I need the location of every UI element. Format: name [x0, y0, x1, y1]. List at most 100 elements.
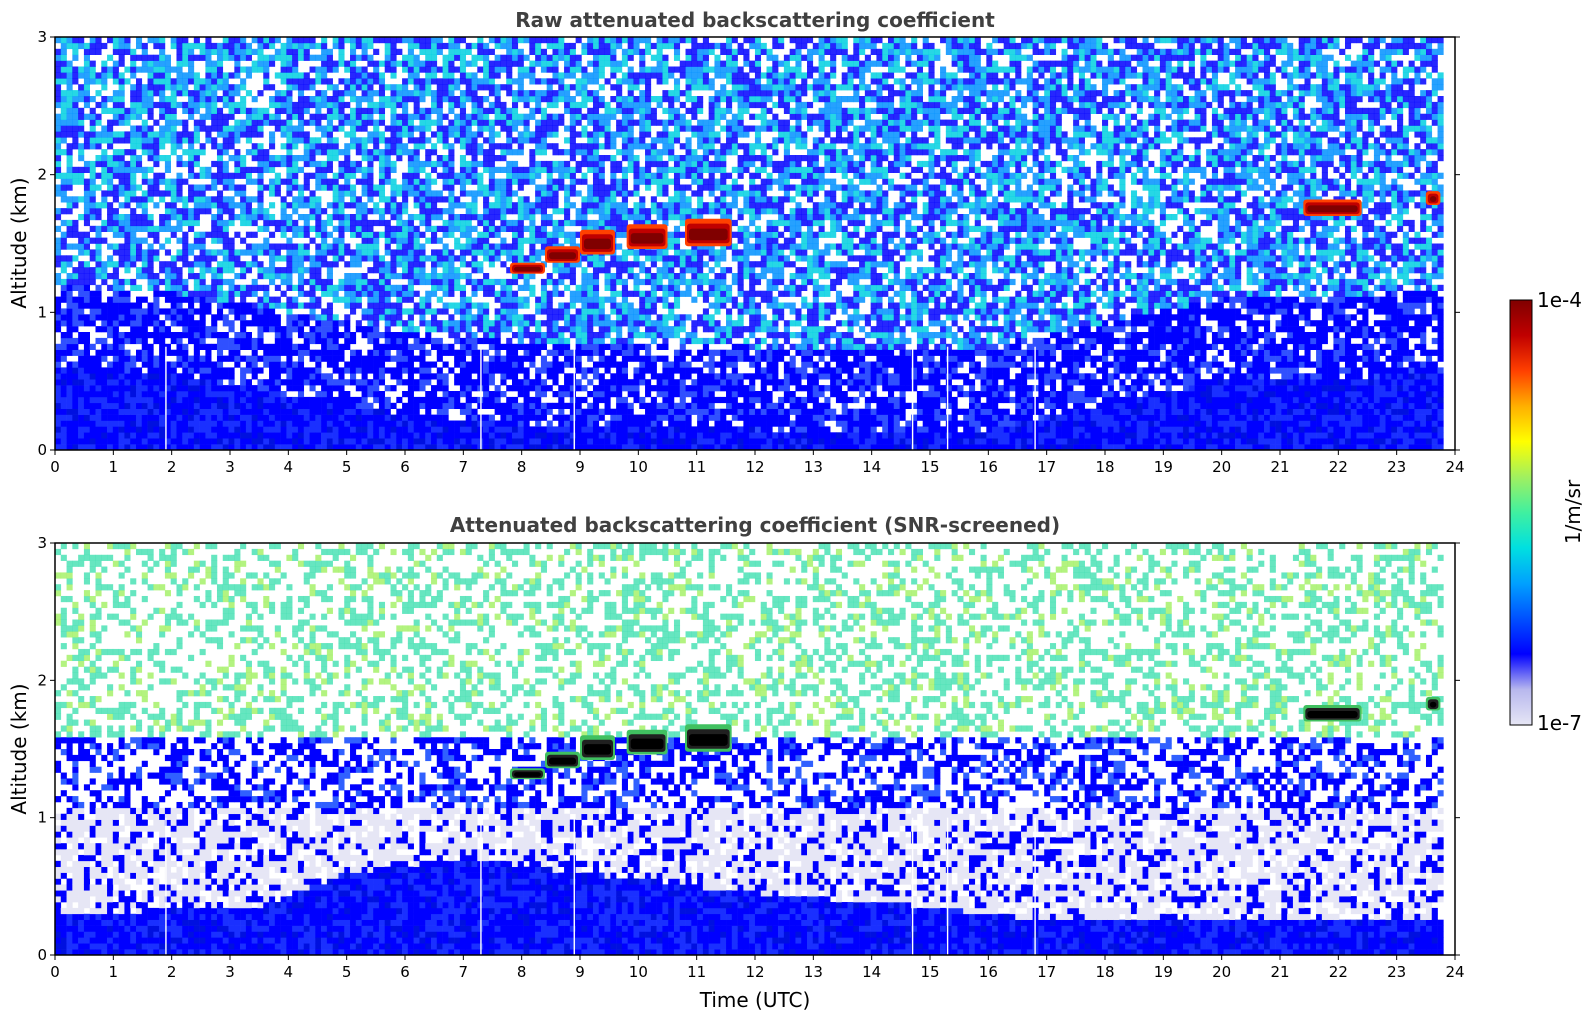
heatmap-cell [107, 37, 114, 44]
heatmap-cell [199, 149, 206, 156]
heatmap-cell [413, 137, 420, 144]
heatmap-cell [361, 84, 368, 91]
heatmap-cell [373, 78, 380, 85]
heatmap-cell [326, 438, 333, 445]
heatmap-cell [321, 326, 328, 333]
heatmap-cell [378, 214, 386, 221]
heatmap-cell [211, 420, 218, 427]
heatmap-cell [118, 131, 125, 138]
heatmap-cell [72, 143, 79, 150]
heatmap-cell [454, 302, 461, 309]
heatmap-cell [332, 337, 339, 345]
heatmap-cell [286, 78, 293, 85]
heatmap-cell [355, 107, 362, 114]
heatmap-cell [511, 219, 519, 227]
heatmap-cell [558, 349, 565, 356]
heatmap-cell [170, 385, 177, 392]
heatmap-cell [147, 438, 154, 445]
heatmap-cell [257, 408, 264, 415]
heatmap-cell [292, 296, 299, 303]
heatmap-cell [459, 391, 467, 398]
heatmap-cell [153, 420, 160, 427]
heatmap-cell [176, 408, 183, 415]
heatmap-cell [367, 379, 374, 386]
heatmap-cell [425, 208, 432, 215]
heatmap-cell [552, 48, 559, 55]
heatmap-cell [517, 84, 524, 91]
heatmap-cell [55, 420, 62, 427]
heatmap-cell [448, 131, 455, 138]
heatmap-cell [436, 343, 443, 350]
heatmap-cell [488, 432, 495, 439]
heatmap-cell [535, 420, 542, 427]
heatmap-cell [321, 143, 328, 150]
heatmap-cell [546, 42, 553, 50]
heatmap-cell [182, 438, 189, 445]
heatmap-cell [130, 131, 137, 138]
heatmap-cell [101, 131, 108, 138]
heatmap-cell [407, 367, 414, 374]
heatmap-cell [402, 267, 409, 274]
heatmap-cell [159, 78, 166, 85]
heatmap-cell [297, 284, 305, 291]
heatmap-cell [506, 60, 513, 67]
heatmap-cell [216, 391, 224, 398]
heatmap-cell [280, 202, 287, 209]
heatmap-cell [431, 261, 438, 268]
heatmap-cell [511, 379, 519, 386]
heatmap-cell [251, 96, 258, 103]
heatmap-cell [396, 214, 403, 221]
heatmap-cell [83, 160, 90, 168]
heatmap-cell [338, 208, 345, 215]
heatmap-cell [459, 90, 467, 97]
heatmap-cell [153, 273, 160, 280]
heatmap-cell [367, 320, 374, 327]
heatmap-cell [523, 273, 530, 280]
heatmap-cell [540, 379, 547, 386]
heatmap-cell [66, 78, 73, 85]
heatmap-cell [211, 438, 218, 445]
heatmap-cell [112, 426, 119, 433]
heatmap-cell [575, 426, 582, 433]
heatmap-cell [564, 231, 571, 238]
heatmap-cell [431, 101, 438, 109]
heatmap-cell [378, 37, 386, 44]
heatmap-cell [95, 261, 102, 268]
heatmap-cell [107, 296, 114, 303]
heatmap-cell [546, 113, 553, 120]
heatmap-cell [575, 408, 582, 415]
heatmap-cell [303, 408, 310, 415]
heatmap-cell [199, 243, 206, 250]
heatmap-cell [471, 225, 478, 232]
heatmap-cell [321, 96, 328, 103]
heatmap-cell [407, 160, 414, 168]
heatmap-cell [425, 90, 432, 97]
heatmap-cell [338, 107, 345, 114]
heatmap-cell [55, 255, 62, 262]
heatmap-cell [494, 444, 501, 451]
heatmap-cell [390, 196, 397, 203]
heatmap-cell [263, 391, 270, 398]
heatmap-cell [193, 396, 200, 404]
heatmap-cell [286, 326, 293, 333]
heatmap-cell [240, 66, 247, 73]
heatmap-cell [263, 249, 270, 256]
heatmap-cell [170, 90, 177, 97]
heatmap-cell [459, 302, 467, 309]
heatmap-cell [494, 320, 501, 327]
heatmap-cell [66, 219, 73, 227]
heatmap-cell [344, 184, 351, 191]
heatmap-cell [494, 361, 501, 368]
heatmap-cell [425, 420, 432, 427]
heatmap-cell [465, 385, 472, 392]
heatmap-cell [361, 149, 368, 156]
heatmap-cell [240, 414, 247, 421]
heatmap-cell [419, 267, 426, 274]
heatmap-cell [552, 66, 559, 73]
heatmap-cell [517, 408, 524, 415]
heatmap-cell [297, 379, 305, 386]
heatmap-cell [326, 308, 333, 315]
heatmap-cell [569, 302, 576, 309]
heatmap-cell [118, 396, 125, 404]
heatmap-cell [280, 155, 287, 162]
